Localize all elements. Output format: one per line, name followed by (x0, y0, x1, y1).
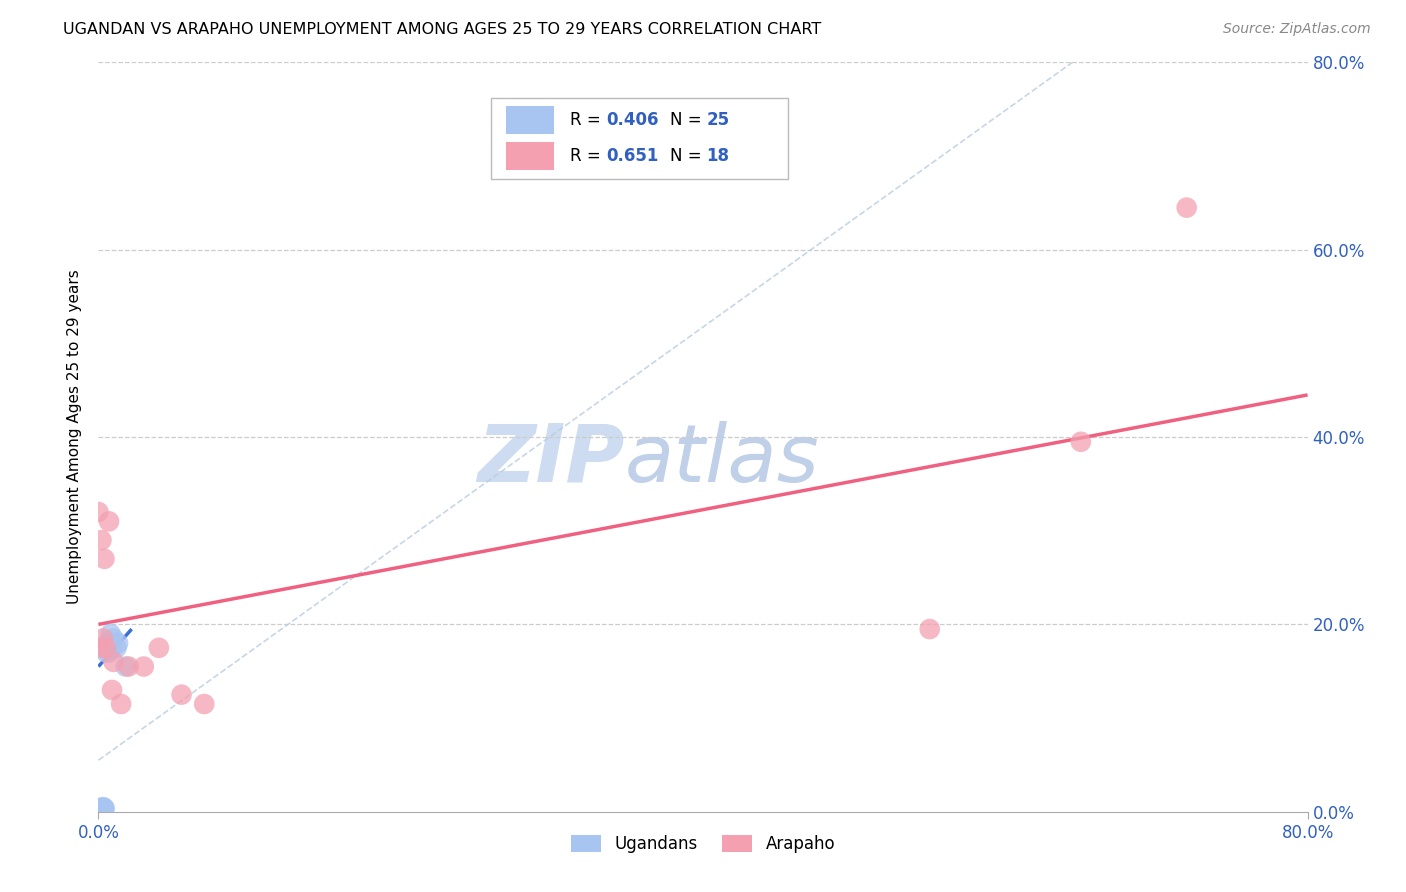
Point (90, 533, 112, 547)
Point (1175, 201, 1198, 215)
Point (105, 640, 128, 655)
Point (103, 655, 125, 669)
Text: atlas: atlas (624, 420, 820, 499)
Point (91, 800, 114, 814)
Legend: Ugandans, Arapaho: Ugandans, Arapaho (564, 828, 842, 860)
Point (148, 640, 170, 655)
Point (91, 803, 114, 817)
Point (170, 688, 193, 702)
Point (96, 636, 118, 650)
Point (89, 804, 111, 818)
Text: R =: R = (569, 112, 606, 129)
Text: N =: N = (671, 112, 707, 129)
Text: UGANDAN VS ARAPAHO UNEMPLOYMENT AMONG AGES 25 TO 29 YEARS CORRELATION CHART: UGANDAN VS ARAPAHO UNEMPLOYMENT AMONG AG… (63, 22, 821, 37)
Text: 18: 18 (707, 147, 730, 165)
Point (94, 640, 117, 655)
Point (87, 803, 110, 817)
Point (91, 802, 114, 816)
Text: 0.651: 0.651 (606, 147, 658, 165)
FancyBboxPatch shape (492, 97, 787, 178)
Point (90, 802, 112, 816)
Point (103, 632, 125, 646)
Text: 0.406: 0.406 (606, 112, 659, 129)
Point (87, 805, 110, 819)
Text: Source: ZipAtlas.com: Source: ZipAtlas.com (1223, 22, 1371, 37)
Point (87, 505, 110, 519)
Point (114, 659, 136, 673)
FancyBboxPatch shape (506, 142, 554, 170)
Point (918, 622, 941, 636)
Point (94, 646, 117, 660)
Point (193, 697, 215, 711)
Point (101, 640, 124, 655)
Point (90, 801, 112, 815)
Point (93, 801, 115, 815)
Point (91, 632, 114, 646)
Point (89, 803, 111, 817)
Point (93, 802, 115, 816)
Point (118, 659, 141, 673)
Point (89, 805, 111, 819)
Point (98, 514, 121, 528)
Point (94, 640, 117, 655)
Point (100, 636, 122, 650)
FancyBboxPatch shape (506, 106, 554, 135)
Point (107, 636, 129, 650)
Point (89, 640, 111, 655)
Text: 25: 25 (707, 112, 730, 129)
Point (110, 697, 132, 711)
Point (93, 551, 115, 566)
Point (132, 659, 155, 673)
Point (1070, 434, 1092, 449)
Point (98, 646, 121, 660)
Text: ZIP: ZIP (477, 420, 624, 499)
Text: N =: N = (671, 147, 707, 165)
Point (87, 805, 110, 819)
Point (101, 683, 124, 698)
Point (100, 626, 122, 640)
Text: R =: R = (569, 147, 606, 165)
Y-axis label: Unemployment Among Ages 25 to 29 years: Unemployment Among Ages 25 to 29 years (67, 269, 83, 605)
Point (87, 804, 110, 818)
